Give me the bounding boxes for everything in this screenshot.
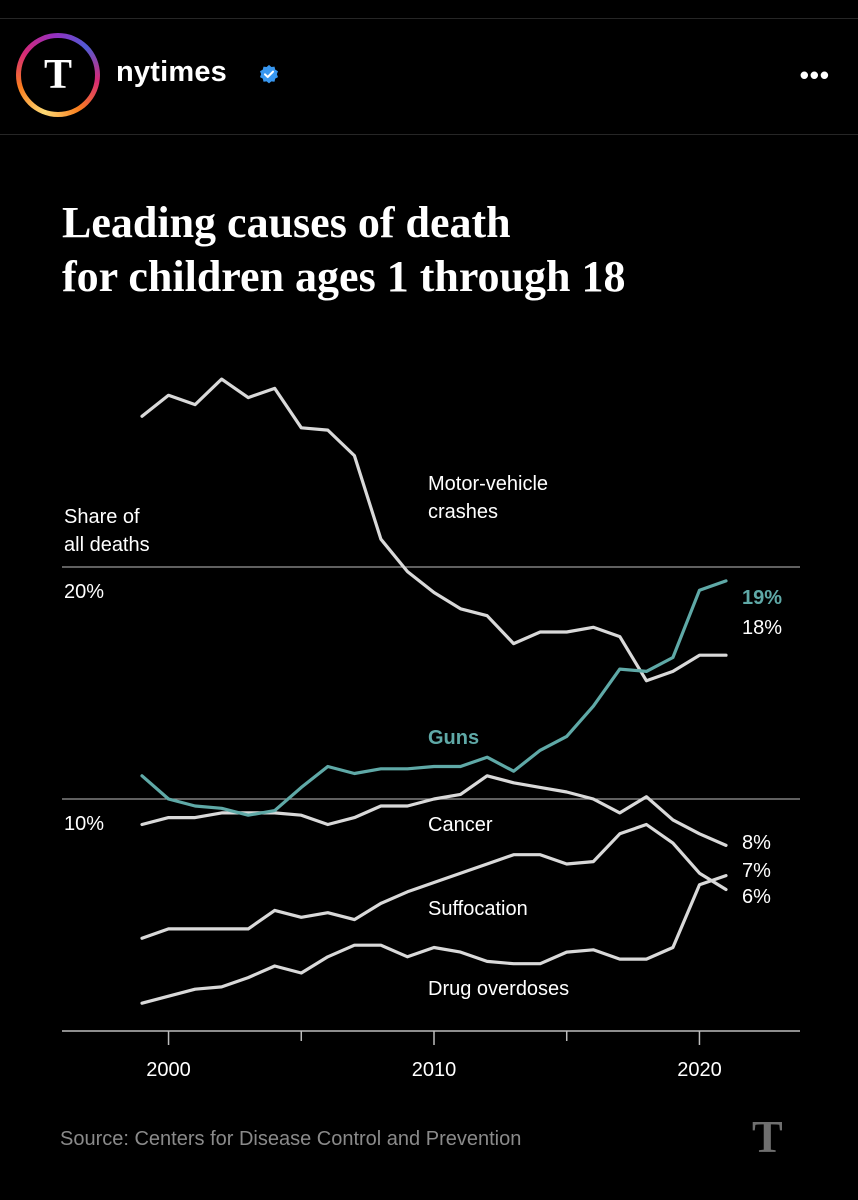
series-line (140, 579, 728, 817)
more-options-button[interactable]: ••• (799, 60, 830, 90)
series-end-label: 8% (742, 832, 771, 854)
chart-title: Leading causes of death for children age… (62, 196, 822, 304)
chart-title-line: Leading causes of death (62, 198, 511, 247)
status-strip (0, 0, 858, 19)
story-ring[interactable]: T (16, 33, 100, 117)
username[interactable]: nytimes (116, 56, 227, 88)
post-header (0, 20, 858, 135)
source-note: Source: Centers for Disease Control and … (60, 1128, 522, 1150)
y-axis-label: all deaths (64, 534, 150, 556)
series-name-label: Cancer (428, 814, 493, 836)
x-tick-label: 2020 (677, 1059, 722, 1081)
series-line (140, 822, 728, 940)
series-line (140, 873, 728, 1005)
series-name-label: Suffocation (428, 898, 528, 920)
chart-title-line: for children ages 1 through 18 (62, 252, 626, 301)
series-end-label: 19% (742, 587, 782, 609)
series-name-label: Motor-vehicle (428, 473, 548, 495)
series-end-label: 18% (742, 617, 782, 639)
x-tick-label: 2010 (412, 1059, 457, 1081)
y-tick-label: 20% (64, 581, 104, 603)
series-line (140, 377, 728, 683)
series-end-label: 6% (742, 886, 771, 908)
series-name-label: Guns (428, 727, 479, 749)
series-name-label: crashes (428, 501, 498, 523)
nyt-watermark-icon: T (752, 1111, 783, 1162)
y-tick-label: 10% (64, 813, 104, 835)
avatar[interactable]: T (21, 38, 95, 112)
series-name-label: Drug overdoses (428, 978, 569, 1000)
series-end-label: 7% (742, 860, 771, 882)
x-tick-label: 2000 (146, 1059, 191, 1081)
nyt-logo-icon: T (26, 43, 90, 107)
y-axis-label: Share of (64, 506, 140, 528)
verified-badge-icon (260, 64, 278, 84)
